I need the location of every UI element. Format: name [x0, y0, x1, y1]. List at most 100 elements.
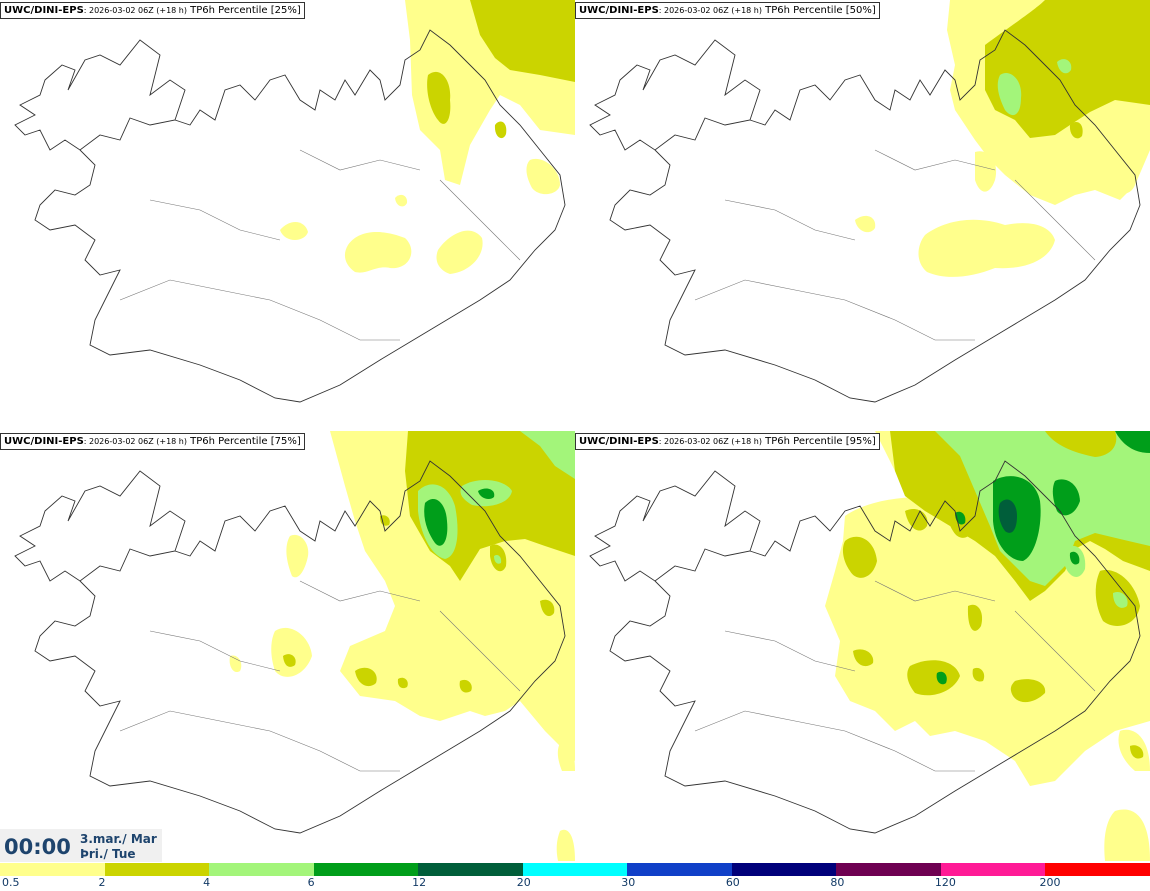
precip-map-p75 — [14, 431, 575, 861]
precip-area-olive — [380, 515, 390, 526]
iceland-coastline — [609, 460, 1141, 834]
colorbar-tick-label: 4 — [203, 876, 211, 889]
colorbar-segment — [0, 863, 105, 876]
map-panel-p95: UWC/DINI-EPS: 2026-03-02 06Z (+18 h) TP6… — [575, 431, 1150, 861]
precip-area-light — [557, 741, 575, 771]
precip-area-green — [478, 488, 495, 499]
precip-area-olive — [355, 667, 377, 687]
precip-area-olive — [1130, 745, 1144, 759]
precip-area-light — [271, 627, 312, 677]
precip-area-olive — [1010, 679, 1046, 703]
precip-area-darkgreen — [998, 499, 1017, 533]
valid-date: 3.mar./ Mar — [80, 832, 157, 846]
precip-area-light — [286, 534, 309, 578]
precip-area-lightgreen — [935, 431, 1150, 586]
map-panel-p75: UWC/DINI-EPS: 2026-03-02 06Z (+18 h) TP6… — [0, 431, 575, 861]
iceland-coastline — [14, 470, 186, 582]
precip-area-olive — [1045, 431, 1117, 457]
panel-title: UWC/DINI-EPS: 2026-03-02 06Z (+18 h) TP6… — [0, 433, 305, 450]
precip-area-olive — [427, 71, 451, 124]
precip-area-olive — [494, 121, 507, 139]
colorbar-tick-label: 120 — [934, 876, 956, 889]
colorbar-segment — [836, 863, 941, 876]
precip-area-olive — [459, 679, 472, 693]
field-label: TP6h Percentile [25%] — [186, 5, 301, 16]
precip-colorbar — [0, 863, 1150, 876]
colorbar-segment — [522, 863, 628, 876]
precip-area-light — [526, 158, 560, 195]
precip-area-lightgreen — [520, 431, 575, 479]
panel-title: UWC/DINI-EPS: 2026-03-02 06Z (+18 h) TP6… — [575, 433, 880, 450]
precip-area-olive — [540, 599, 555, 617]
colorbar-segment — [627, 863, 732, 876]
colorbar-segment — [731, 863, 837, 876]
valid-time-box: 00:00 3.mar./ Mar Þri./ Tue — [0, 829, 162, 862]
precip-area-green — [936, 671, 947, 685]
precip-area-light — [556, 829, 575, 861]
iceland-coastline — [589, 39, 761, 151]
model-name: UWC/DINI-EPS — [579, 436, 659, 447]
colorbar-ticks: 0.5 2 4 6 12 20 30 60 80 120 200 — [0, 876, 1150, 891]
valid-weekday: Þri./ Tue — [80, 847, 136, 861]
iceland-coastline — [34, 460, 566, 834]
colorbar-segment — [104, 863, 210, 876]
precip-area-olive — [853, 649, 874, 667]
precip-area-light — [229, 655, 242, 673]
colorbar-tick-label: 6 — [307, 876, 315, 889]
precip-area-lightgreen — [1057, 59, 1072, 74]
map-panel-p25: UWC/DINI-EPS: 2026-03-02 06Z (+18 h) TP6… — [0, 0, 575, 430]
precip-area-olive — [397, 677, 408, 689]
precip-area-light — [436, 230, 483, 274]
valid-time-clock: 00:00 — [4, 835, 71, 859]
precip-area-light — [280, 221, 308, 240]
colorbar-tick-label: 200 — [1039, 876, 1061, 889]
precip-area-olive — [470, 0, 575, 82]
panel-title: UWC/DINI-EPS: 2026-03-02 06Z (+18 h) TP6… — [575, 2, 880, 19]
field-label: TP6h Percentile [95%] — [761, 436, 876, 447]
run-time: : 2026-03-02 06Z (+18 h) — [83, 437, 187, 446]
field-label: TP6h Percentile [75%] — [186, 436, 301, 447]
run-time: : 2026-03-02 06Z (+18 h) — [658, 6, 762, 15]
precip-area-green — [1115, 431, 1150, 453]
precip-area-olive — [283, 654, 296, 667]
model-name: UWC/DINI-EPS — [579, 5, 659, 16]
iceland-coastline — [589, 470, 761, 582]
colorbar-tick-label: 60 — [725, 876, 740, 889]
road-network — [694, 149, 1096, 341]
precip-area-light — [975, 151, 997, 192]
colorbar-segment — [313, 863, 419, 876]
run-time: : 2026-03-02 06Z (+18 h) — [658, 437, 762, 446]
colorbar-tick-label: 80 — [830, 876, 845, 889]
colorbar-tick-label: 12 — [412, 876, 427, 889]
precip-area-green — [1069, 551, 1080, 565]
precip-area-olive — [1069, 122, 1083, 139]
precip-area-lightgreen — [997, 72, 1022, 116]
precip-area-green — [1052, 479, 1080, 516]
model-name: UWC/DINI-EPS — [4, 5, 84, 16]
precip-area-olive — [972, 667, 985, 682]
precip-map-p50 — [589, 0, 1150, 403]
precip-area-lightgreen — [1113, 591, 1128, 608]
precip-area-green — [424, 499, 448, 546]
precip-area-olive — [907, 660, 960, 696]
precip-map-p95 — [589, 431, 1150, 861]
model-name: UWC/DINI-EPS — [4, 436, 84, 447]
precip-area-light — [1104, 809, 1150, 861]
precip-area-light — [918, 219, 1055, 277]
precip-area-lightgreen — [494, 554, 502, 564]
colorbar-tick-label: 30 — [621, 876, 636, 889]
precip-area-olive — [967, 604, 983, 631]
precip-area-light — [855, 215, 876, 233]
iceland-coastline — [34, 29, 566, 403]
precip-area-light — [1101, 147, 1136, 195]
panel-title: UWC/DINI-EPS: 2026-03-02 06Z (+18 h) TP6… — [0, 2, 305, 19]
colorbar-tick-label: 0.5 — [2, 876, 20, 889]
map-panel-p50: UWC/DINI-EPS: 2026-03-02 06Z (+18 h) TP6… — [575, 0, 1150, 430]
colorbar-tick-label: 20 — [516, 876, 531, 889]
precip-area-light — [344, 232, 412, 273]
precip-area-olive — [842, 536, 877, 578]
precip-area-light — [395, 194, 408, 207]
road-network — [119, 149, 521, 341]
colorbar-segment — [1045, 863, 1150, 876]
road-network — [119, 580, 521, 772]
